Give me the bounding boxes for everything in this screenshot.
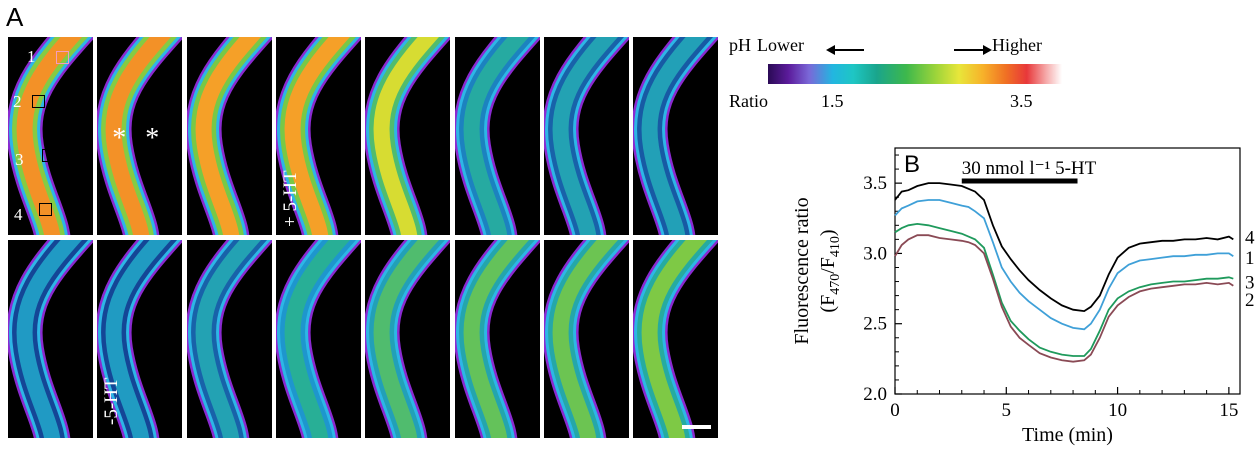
roi-label: 1	[27, 47, 36, 67]
lower-label: Lower	[757, 35, 804, 56]
y-tick-label: 3.0	[863, 243, 887, 264]
treatment-annotation: 30 nmol l⁻¹ 5-HT	[962, 158, 1097, 179]
panel-b-label: B	[904, 151, 920, 178]
x-tick-label: 10	[1108, 400, 1127, 421]
ratio-image-tile	[455, 37, 540, 235]
asterisk-markers: * *	[112, 123, 165, 155]
ph-label: pH	[729, 35, 751, 56]
treatment-label: -5-HT	[101, 378, 123, 425]
roi-box	[56, 51, 69, 64]
roi-label: 4	[14, 205, 23, 225]
ratio-image-tile	[633, 37, 718, 235]
ratio-image-tile	[187, 37, 272, 235]
y-axis-label: Fluorescence ratio	[791, 197, 813, 344]
ratio-image-tile: * *	[97, 37, 182, 235]
ratio-image-tile	[276, 240, 361, 438]
ratio-image-tile	[8, 240, 93, 438]
larva-ratio-image	[455, 37, 540, 235]
roi-label: 2	[13, 92, 22, 112]
roi-box	[42, 149, 55, 162]
higher-label: Higher	[992, 35, 1042, 56]
larva-ratio-image	[544, 37, 629, 235]
ratio-label: Ratio	[729, 91, 768, 112]
ratio-image-tile	[455, 240, 540, 438]
left-arrow-icon	[826, 43, 866, 57]
ratio-image-tile	[365, 37, 450, 235]
series-line-3	[895, 224, 1233, 356]
series-line-2	[895, 235, 1233, 362]
larva-ratio-image	[633, 240, 718, 438]
ratio-image-tile	[544, 240, 629, 438]
x-tick-label: 15	[1219, 400, 1238, 421]
series-label-1: 1	[1245, 248, 1255, 269]
right-arrow-icon	[952, 43, 992, 57]
series-label-2: 2	[1245, 290, 1255, 311]
ratio-image-tile	[544, 37, 629, 235]
larva-ratio-image	[187, 37, 272, 235]
treatment-label: + 5-HT	[280, 170, 302, 227]
larva-ratio-image	[455, 240, 540, 438]
ratio-image-tile: -5-HT	[97, 240, 182, 438]
series-line-1	[895, 200, 1233, 329]
fluorescence-ratio-chart: B 30 nmol l⁻¹ 5-HT 0 5 10 15 2.0 2.5 3.0 3.5 Time …	[730, 140, 1260, 449]
y-tick-label: 2.5	[863, 314, 887, 335]
series-label-4: 4	[1245, 227, 1255, 248]
larva-ratio-image	[544, 240, 629, 438]
colorbar-min-tick: 1.5	[821, 91, 844, 112]
larva-ratio-image	[276, 240, 361, 438]
roi-box	[39, 203, 52, 216]
y-tick-label: 2.0	[863, 384, 887, 405]
larva-ratio-image	[365, 37, 450, 235]
chart-svg: B 30 nmol l⁻¹ 5-HT 0 5 10 15 2.0 2.5 3.0 3.5 Time …	[730, 140, 1260, 449]
ratio-image-grid: 1 2 3 4 * * + 5-HT -5-HT	[8, 37, 722, 439]
y-tick-label: 3.5	[863, 173, 887, 194]
colorbar-max-tick: 3.5	[1010, 91, 1033, 112]
larva-ratio-image	[8, 240, 93, 438]
colorbar-legend: pH Lower Higher Ratio 1.5 3.5	[729, 35, 1069, 115]
roi-box	[32, 95, 45, 108]
ratio-image-tile: + 5-HT	[276, 37, 361, 235]
larva-ratio-image	[633, 37, 718, 235]
ratio-image-tile: 1 2 3 4	[8, 37, 93, 235]
ratio-image-tile	[365, 240, 450, 438]
panel-a-label: A	[6, 2, 23, 33]
y-axis-sublabel: (F470/F410)	[817, 229, 843, 312]
x-axis-label: Time (min)	[1022, 424, 1113, 446]
x-tick-label: 0	[890, 400, 900, 421]
ratio-image-tile	[633, 240, 718, 438]
larva-ratio-image	[365, 240, 450, 438]
roi-label: 3	[15, 150, 24, 170]
x-tick-label: 5	[1002, 400, 1012, 421]
scale-bar	[682, 425, 711, 429]
larva-ratio-image	[187, 240, 272, 438]
ratio-image-tile	[187, 240, 272, 438]
colorbar-gradient	[768, 64, 1062, 84]
